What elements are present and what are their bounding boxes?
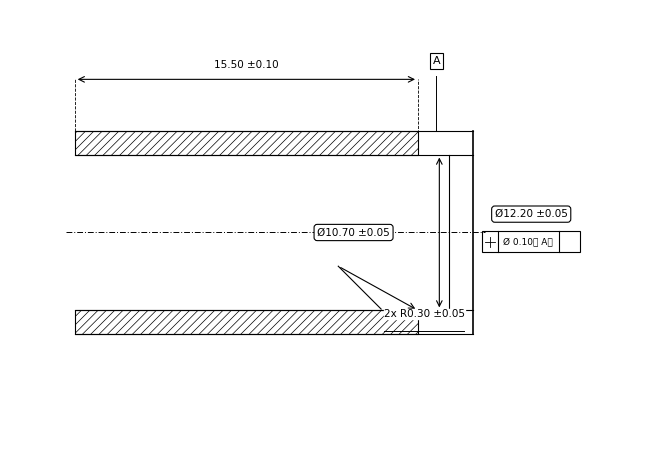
Bar — [75, 132, 418, 155]
Text: Ø 0.10Ⓜ AⓂ: Ø 0.10Ⓜ AⓂ — [503, 237, 553, 246]
Text: 15.50 ±0.10: 15.50 ±0.10 — [214, 60, 278, 70]
Text: A: A — [432, 56, 440, 66]
Text: Ø12.20 ±0.05: Ø12.20 ±0.05 — [495, 209, 568, 219]
Bar — [75, 310, 418, 333]
Text: 2x R0.30 ±0.05: 2x R0.30 ±0.05 — [384, 309, 465, 319]
Bar — [482, 231, 580, 252]
Text: Ø10.70 ±0.05: Ø10.70 ±0.05 — [317, 227, 390, 238]
